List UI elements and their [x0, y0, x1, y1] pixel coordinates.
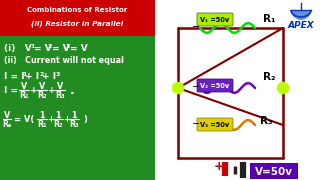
Text: R₁: R₁	[37, 120, 47, 129]
Text: .: .	[70, 84, 75, 96]
Text: 2: 2	[48, 44, 52, 48]
Bar	[155, 0, 320, 180]
Text: V: V	[39, 82, 45, 91]
Text: (i)   V: (i) V	[4, 44, 32, 53]
Text: Rₑ: Rₑ	[2, 120, 12, 129]
Text: I = I: I = I	[4, 71, 25, 80]
Text: APEX: APEX	[288, 21, 314, 30]
Text: 1: 1	[39, 111, 45, 120]
Text: +: +	[214, 159, 224, 172]
Text: R₂: R₂	[37, 91, 47, 100]
Text: (ii) Resistor in Parallel: (ii) Resistor in Parallel	[31, 21, 123, 27]
FancyBboxPatch shape	[197, 79, 233, 92]
Bar	[283, 0, 320, 36]
FancyBboxPatch shape	[197, 118, 233, 131]
Text: R₃: R₃	[69, 120, 79, 129]
Text: 3: 3	[66, 44, 70, 48]
FancyBboxPatch shape	[197, 13, 233, 26]
Text: R₂: R₂	[53, 120, 63, 129]
Text: V: V	[4, 111, 10, 120]
Text: 1: 1	[71, 111, 77, 120]
Text: −: −	[192, 22, 200, 32]
Text: 3: 3	[56, 71, 60, 76]
Text: + I: + I	[25, 71, 39, 80]
Text: V₂ =50v: V₂ =50v	[200, 83, 230, 89]
Text: = V: = V	[70, 44, 88, 53]
Text: +: +	[30, 86, 38, 94]
Bar	[250, 163, 298, 179]
Text: (ii)   Current will not equal: (ii) Current will not equal	[4, 55, 124, 64]
Text: R₂: R₂	[263, 72, 276, 82]
Text: V=50v: V=50v	[255, 167, 293, 177]
Circle shape	[172, 82, 183, 93]
Text: V₁ =50v: V₁ =50v	[200, 17, 230, 23]
Wedge shape	[291, 10, 311, 20]
Bar	[0, 0, 155, 36]
Text: +: +	[63, 114, 70, 123]
Text: 1: 1	[55, 111, 61, 120]
Text: −: −	[192, 119, 200, 129]
Text: ): )	[83, 114, 87, 123]
Text: 1: 1	[30, 44, 34, 48]
Text: Combinations of Resistor: Combinations of Resistor	[27, 7, 127, 13]
Text: = V: = V	[34, 44, 52, 53]
Text: I =: I =	[4, 86, 21, 94]
Text: R₁: R₁	[19, 91, 29, 100]
Text: +: +	[47, 114, 54, 123]
Text: −: −	[192, 82, 200, 92]
Text: = V(: = V(	[14, 114, 34, 123]
Text: V: V	[21, 82, 27, 91]
Text: = V: = V	[52, 44, 70, 53]
Text: R₃: R₃	[55, 91, 65, 100]
Text: 1: 1	[22, 71, 26, 76]
Text: + I: + I	[42, 71, 56, 80]
Circle shape	[277, 82, 289, 93]
Text: R₁: R₁	[263, 14, 276, 24]
Text: V₃ =50v: V₃ =50v	[200, 122, 230, 128]
Bar	[0, 36, 155, 180]
Text: +: +	[48, 86, 56, 94]
Text: V: V	[57, 82, 63, 91]
Text: 2: 2	[39, 71, 44, 76]
Text: R₃: R₃	[260, 116, 273, 126]
